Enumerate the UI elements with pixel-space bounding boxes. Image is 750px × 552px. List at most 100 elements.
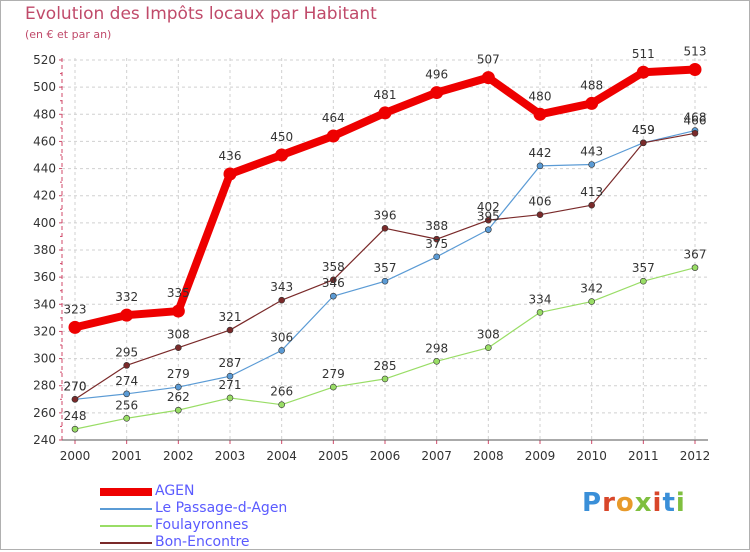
data-label: 266 xyxy=(270,385,293,399)
data-point xyxy=(536,309,544,316)
data-label: 295 xyxy=(115,345,138,359)
chart-title: Evolution des Impôts locaux par Habitant xyxy=(25,4,377,24)
data-point xyxy=(640,277,647,285)
data-label: 262 xyxy=(167,390,190,404)
data-label: 450 xyxy=(270,130,293,144)
data-label: 395 xyxy=(477,210,500,224)
data-label: 443 xyxy=(580,145,603,159)
data-point xyxy=(636,65,650,79)
data-label: 271 xyxy=(219,378,242,392)
data-point xyxy=(278,296,285,304)
data-point xyxy=(171,304,185,318)
data-label: 342 xyxy=(580,282,603,296)
y-tick-label: 480 xyxy=(33,107,56,121)
data-label: 468 xyxy=(684,111,707,125)
data-point xyxy=(71,395,79,403)
data-label: 279 xyxy=(322,367,345,381)
data-label: 285 xyxy=(374,359,397,373)
x-tick-label: 2003 xyxy=(215,449,246,463)
data-label: 406 xyxy=(529,195,552,209)
x-tick-label: 2002 xyxy=(163,449,194,463)
data-label: 496 xyxy=(425,68,448,82)
data-label: 308 xyxy=(477,328,500,342)
y-tick-label: 460 xyxy=(33,134,56,148)
x-tick-label: 2006 xyxy=(370,449,401,463)
data-label: 513 xyxy=(684,45,707,59)
data-label: 464 xyxy=(322,111,345,125)
data-point xyxy=(175,406,182,414)
data-label: 413 xyxy=(580,185,603,199)
legend-label: AGEN xyxy=(155,483,195,499)
y-tick-label: 240 xyxy=(33,433,56,447)
data-point xyxy=(278,347,285,354)
data-label: 357 xyxy=(632,261,655,275)
x-tick-label: 2005 xyxy=(318,449,349,463)
y-tick-label: 300 xyxy=(33,352,56,366)
legend-swatch xyxy=(100,542,152,544)
data-label: 270 xyxy=(64,379,87,393)
x-tick-label: 2008 xyxy=(473,449,504,463)
data-point xyxy=(330,276,337,284)
data-label: 459 xyxy=(632,123,655,137)
data-point xyxy=(588,201,595,209)
data-label: 402 xyxy=(477,200,500,214)
data-point xyxy=(226,394,234,402)
data-point xyxy=(175,383,182,391)
data-point xyxy=(226,372,234,380)
x-tick-label: 2004 xyxy=(266,449,297,463)
data-label: 367 xyxy=(684,248,707,262)
data-label: 334 xyxy=(529,292,552,306)
y-tick-label: 400 xyxy=(33,216,56,230)
data-point xyxy=(433,235,440,243)
data-point xyxy=(585,96,599,110)
data-label: 270 xyxy=(64,379,87,393)
x-tick-label: 2011 xyxy=(628,449,659,463)
data-point xyxy=(588,161,595,168)
data-point xyxy=(536,162,544,170)
data-label: 321 xyxy=(219,310,242,324)
data-point xyxy=(71,425,79,433)
x-tick-label: 2007 xyxy=(421,449,452,463)
data-point xyxy=(588,298,595,305)
y-tick-label: 260 xyxy=(33,406,56,420)
data-point xyxy=(485,226,492,233)
data-label: 375 xyxy=(425,237,448,251)
data-point xyxy=(536,211,544,219)
legend-swatch xyxy=(100,508,152,510)
y-tick-label: 320 xyxy=(33,324,56,338)
data-point xyxy=(223,167,237,181)
data-point xyxy=(485,216,492,224)
data-label: 332 xyxy=(115,290,138,304)
data-point xyxy=(120,308,134,322)
data-label: 343 xyxy=(270,280,293,294)
y-tick-label: 520 xyxy=(33,53,56,67)
data-point xyxy=(123,390,130,398)
data-point xyxy=(691,264,699,271)
y-tick-label: 440 xyxy=(33,162,56,176)
data-label: 287 xyxy=(219,356,242,370)
x-tick-label: 2010 xyxy=(576,449,607,463)
data-point xyxy=(433,357,440,365)
data-point xyxy=(326,129,340,143)
data-point xyxy=(433,253,440,261)
data-point xyxy=(691,129,699,137)
data-label: 357 xyxy=(374,261,397,275)
data-label: 279 xyxy=(167,367,190,381)
data-label: 388 xyxy=(425,219,448,233)
data-point xyxy=(430,86,444,100)
data-label: 459 xyxy=(632,123,655,137)
legend-swatch xyxy=(100,525,152,527)
y-tick-label: 380 xyxy=(33,243,56,257)
y-tick-label: 500 xyxy=(33,80,56,94)
x-tick-label: 2012 xyxy=(680,449,711,463)
data-label: 323 xyxy=(64,302,87,316)
y-tick-label: 420 xyxy=(33,189,56,203)
x-tick-label: 2000 xyxy=(60,449,91,463)
data-point xyxy=(481,71,495,85)
data-point xyxy=(275,148,289,162)
legend-label: Bon-Encontre xyxy=(155,534,250,550)
data-label: 466 xyxy=(684,113,707,127)
data-label: 248 xyxy=(64,409,87,423)
data-point xyxy=(175,344,182,352)
